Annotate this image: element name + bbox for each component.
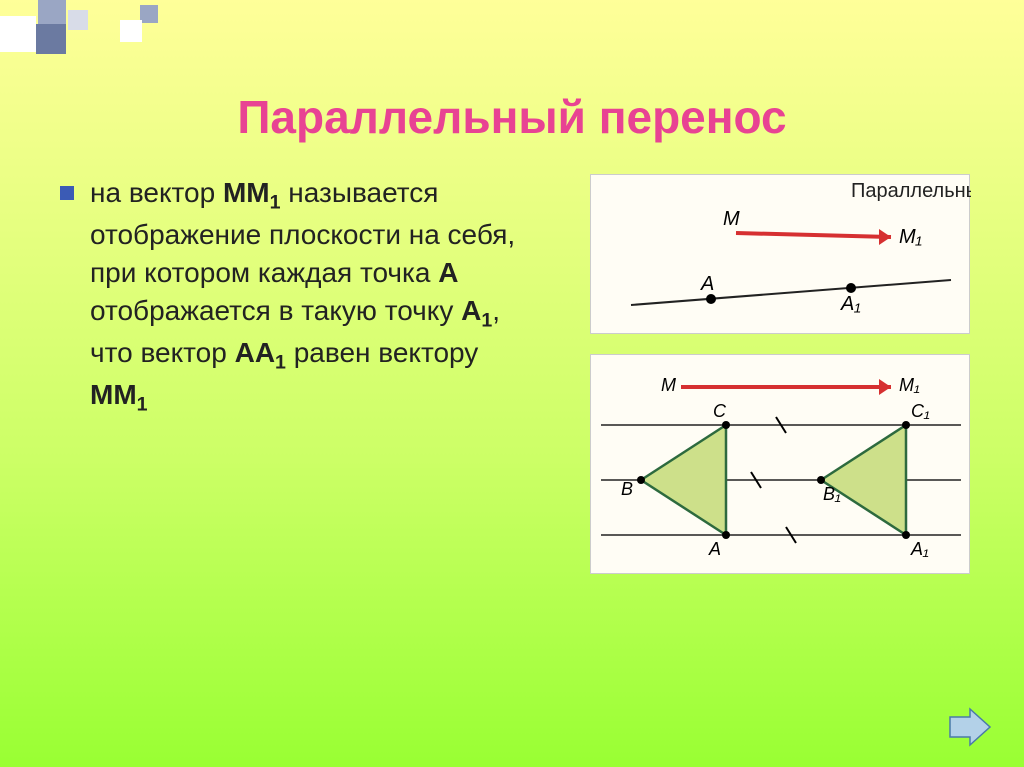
d2-dot-A xyxy=(722,531,730,539)
d1-line xyxy=(631,280,951,305)
d2-dot-C xyxy=(722,421,730,429)
decorative-square xyxy=(140,5,158,23)
d2-dot-B1 xyxy=(817,476,825,484)
diagram-translation-line: Параллельный перенос, M M₁ A A₁ xyxy=(590,174,970,334)
decorative-squares xyxy=(0,0,1024,60)
d2-label-B1: B₁ xyxy=(823,484,841,504)
definition-text: на вектор ММ1 называется отображение пло… xyxy=(60,174,540,594)
d2-label-C1: C₁ xyxy=(911,401,930,421)
d2-label-B: B xyxy=(621,479,633,499)
content-area: на вектор ММ1 называется отображение пло… xyxy=(0,144,1024,594)
d2-triangle-A1B1C1 xyxy=(821,425,906,535)
decorative-square xyxy=(0,16,36,52)
diagram-translation-triangle: M M₁ xyxy=(590,354,970,574)
d2-dot-C1 xyxy=(902,421,910,429)
d1-arrow-line xyxy=(736,233,891,237)
next-arrow-icon xyxy=(950,709,990,745)
d1-arrow-head xyxy=(879,229,891,245)
d2-arrow-head xyxy=(879,379,891,395)
decorative-square xyxy=(68,10,88,30)
d1-dot-A xyxy=(706,294,716,304)
d2-triangle-ABC xyxy=(641,425,726,535)
d1-dot-A1 xyxy=(846,283,856,293)
d2-dot-B xyxy=(637,476,645,484)
d2-label-M: M xyxy=(661,375,676,395)
diagrams-col: Параллельный перенос, M M₁ A A₁ M M₁ xyxy=(540,174,984,594)
decorative-square xyxy=(36,24,66,54)
d2-label-A: A xyxy=(708,539,721,559)
d1-label-A: A xyxy=(700,273,714,295)
d1-label-M1: M₁ xyxy=(899,226,922,248)
next-slide-button[interactable] xyxy=(946,707,994,747)
d2-label-A1: A₁ xyxy=(910,539,929,559)
d2-label-C: C xyxy=(713,401,727,421)
d1-caption: Параллельный перенос, xyxy=(851,180,971,202)
bullet-icon xyxy=(60,186,74,200)
bullet-text: на вектор ММ1 называется отображение пло… xyxy=(90,174,540,418)
d2-dot-A1 xyxy=(902,531,910,539)
d1-label-A1: A₁ xyxy=(840,293,861,315)
d1-label-M: M xyxy=(723,208,740,230)
d2-label-M1: M₁ xyxy=(899,375,920,395)
decorative-square xyxy=(120,20,142,42)
